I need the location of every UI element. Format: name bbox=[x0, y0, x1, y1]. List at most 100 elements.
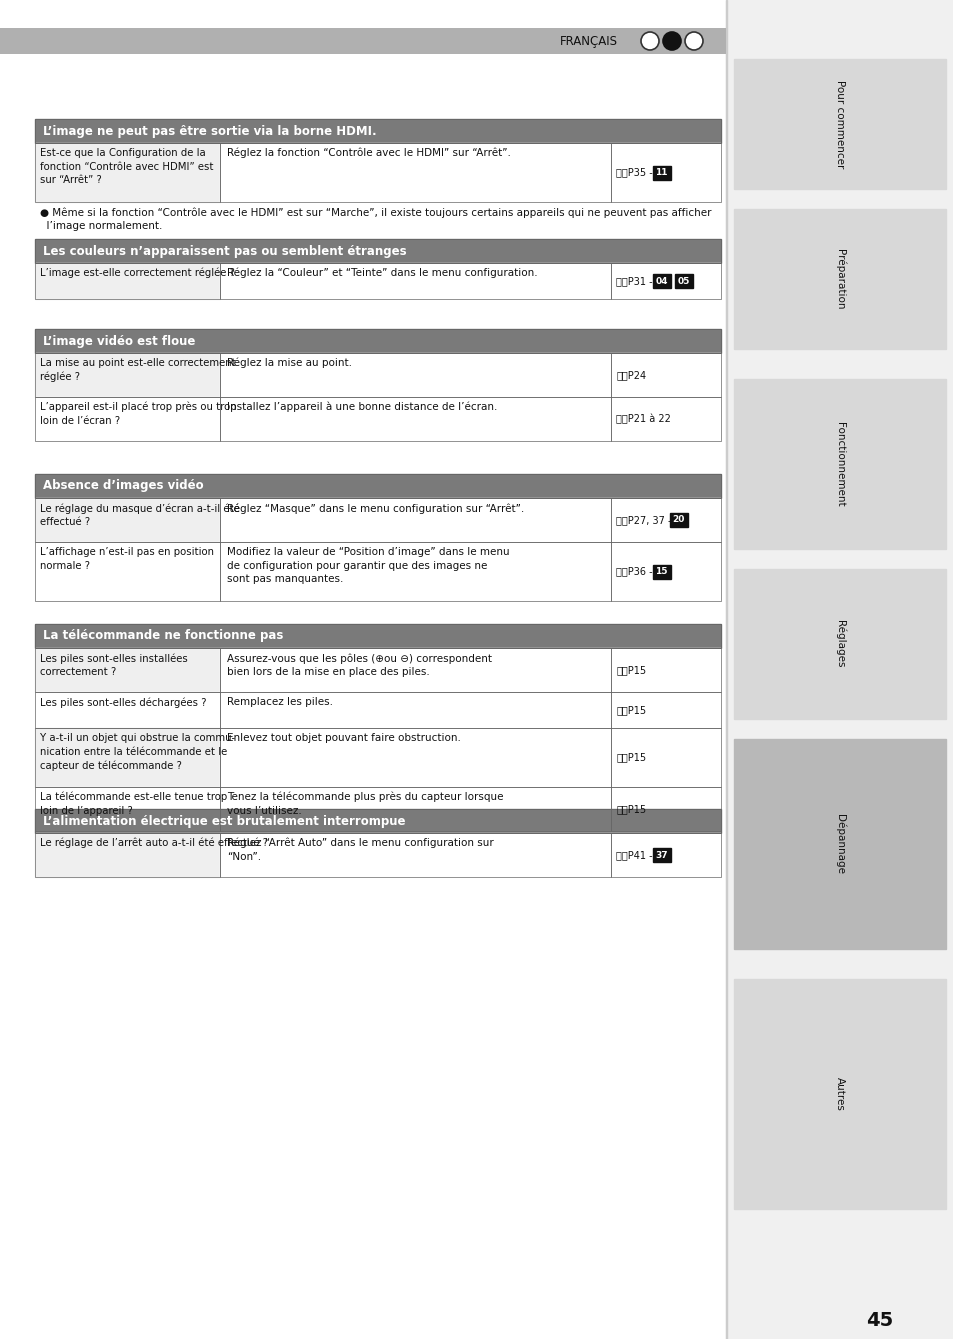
Bar bbox=[35, 542, 220, 601]
Text: Assurez-vous que les pôles (⊕ou ⊖) correspondent
bien lors de la mise en place d: Assurez-vous que les pôles (⊕ou ⊖) corre… bbox=[227, 653, 492, 678]
Text: 〈〈P15: 〈〈P15 bbox=[616, 706, 646, 715]
Bar bbox=[611, 728, 720, 787]
Text: Enlevez tout objet pouvant faire obstruction.: Enlevez tout objet pouvant faire obstruc… bbox=[227, 732, 460, 743]
Text: Est-ce que la Configuration de la
fonction “Contrôle avec HDMI” est
sur “Arrêt” : Est-ce que la Configuration de la foncti… bbox=[40, 149, 213, 185]
Bar bbox=[611, 143, 720, 202]
Bar bbox=[611, 787, 720, 832]
Circle shape bbox=[640, 32, 659, 50]
Bar bbox=[35, 833, 220, 877]
Text: 〈〈P31 -: 〈〈P31 - bbox=[616, 276, 656, 287]
Bar bbox=[35, 648, 220, 692]
Bar bbox=[35, 396, 220, 441]
Bar bbox=[220, 498, 611, 542]
Text: 〈〈P24: 〈〈P24 bbox=[616, 370, 646, 380]
Text: La mise au point est-elle correctement
réglée ?: La mise au point est-elle correctement r… bbox=[40, 358, 235, 383]
Text: L’image est-elle correctement réglée ?: L’image est-elle correctement réglée ? bbox=[40, 268, 234, 279]
Text: Les piles sont-elles déchargées ?: Les piles sont-elles déchargées ? bbox=[40, 698, 206, 707]
Text: 〈〈P21 à 22: 〈〈P21 à 22 bbox=[616, 414, 670, 424]
Text: Réglez la mise au point.: Réglez la mise au point. bbox=[227, 358, 352, 368]
Text: L’alimentation électrique est brutalement interrompue: L’alimentation électrique est brutalemen… bbox=[43, 814, 405, 828]
Bar bbox=[733, 739, 945, 949]
Bar bbox=[611, 692, 720, 728]
Bar bbox=[35, 624, 720, 648]
Bar bbox=[220, 648, 611, 692]
Bar bbox=[652, 166, 670, 179]
Bar bbox=[35, 648, 220, 692]
Text: Le réglage de l’arrêt auto a-t-il été effectué ?: Le réglage de l’arrêt auto a-t-il été ef… bbox=[40, 838, 268, 849]
Text: 〈〈P15: 〈〈P15 bbox=[616, 753, 646, 762]
Text: Les piles sont-elles installées
correctement ?: Les piles sont-elles installées correcte… bbox=[40, 653, 188, 678]
Text: 〈〈P15: 〈〈P15 bbox=[616, 665, 646, 675]
Bar bbox=[611, 396, 720, 441]
Bar bbox=[733, 569, 945, 719]
Bar bbox=[220, 262, 611, 299]
Bar bbox=[220, 728, 611, 787]
Bar bbox=[220, 143, 611, 202]
Text: Autres: Autres bbox=[834, 1077, 844, 1111]
Bar bbox=[35, 262, 220, 299]
Text: 15: 15 bbox=[655, 566, 667, 576]
Text: 〈〈P35 -: 〈〈P35 - bbox=[616, 167, 656, 178]
Bar bbox=[220, 143, 611, 202]
Text: L’affichage n’est-il pas en position
normale ?: L’affichage n’est-il pas en position nor… bbox=[40, 548, 213, 570]
Bar bbox=[652, 565, 670, 578]
Bar bbox=[611, 648, 720, 692]
Text: Fonctionnement: Fonctionnement bbox=[834, 422, 844, 506]
Text: Tenez la télécommande plus près du capteur lorsque
vous l’utilisez.: Tenez la télécommande plus près du capte… bbox=[227, 791, 503, 815]
Text: 〈〈P27, 37 -: 〈〈P27, 37 - bbox=[616, 516, 674, 525]
Bar bbox=[35, 809, 720, 833]
Bar bbox=[674, 274, 692, 288]
Bar bbox=[220, 353, 611, 396]
Bar bbox=[35, 353, 220, 396]
Bar bbox=[35, 143, 220, 202]
Bar bbox=[611, 262, 720, 299]
Bar bbox=[733, 209, 945, 349]
Bar bbox=[35, 119, 720, 143]
Text: Réglez “Arrêt Auto” dans le menu configuration sur
“Non”.: Réglez “Arrêt Auto” dans le menu configu… bbox=[227, 838, 494, 862]
Bar bbox=[35, 474, 720, 498]
Text: Absence d’images vidéo: Absence d’images vidéo bbox=[43, 479, 203, 493]
Bar bbox=[220, 728, 611, 787]
Bar bbox=[611, 833, 720, 877]
Bar bbox=[220, 787, 611, 832]
Text: L’image ne peut pas être sortie via la borne HDMI.: L’image ne peut pas être sortie via la b… bbox=[43, 125, 376, 138]
Bar bbox=[35, 498, 220, 542]
Bar bbox=[35, 353, 220, 396]
Text: ● Même si la fonction “Contrôle avec le HDMI” est sur “Marche”, il existe toujou: ● Même si la fonction “Contrôle avec le … bbox=[40, 208, 711, 232]
Circle shape bbox=[662, 32, 680, 50]
Bar bbox=[611, 648, 720, 692]
Bar bbox=[35, 474, 720, 498]
Bar bbox=[611, 262, 720, 299]
Text: Y a-t-il un objet qui obstrue la commu-
nication entre la télécommande et le
cap: Y a-t-il un objet qui obstrue la commu- … bbox=[40, 732, 234, 771]
Bar bbox=[35, 787, 220, 832]
Text: La télécommande ne fonctionne pas: La télécommande ne fonctionne pas bbox=[43, 629, 283, 643]
Bar bbox=[35, 692, 220, 728]
Bar bbox=[611, 353, 720, 396]
Bar bbox=[611, 498, 720, 542]
Text: Réglez la fonction “Contrôle avec le HDMI” sur “Arrêt”.: Réglez la fonction “Contrôle avec le HDM… bbox=[227, 149, 511, 158]
Bar bbox=[611, 787, 720, 832]
Text: La télécommande est-elle tenue trop
loin de l’appareil ?: La télécommande est-elle tenue trop loin… bbox=[40, 791, 227, 815]
Text: 〈〈P41 -: 〈〈P41 - bbox=[616, 850, 656, 860]
Bar bbox=[35, 238, 720, 262]
Bar bbox=[733, 379, 945, 549]
Text: 11: 11 bbox=[655, 167, 667, 177]
Bar bbox=[725, 0, 726, 1339]
Text: Réglages: Réglages bbox=[834, 620, 844, 668]
Bar bbox=[611, 498, 720, 542]
Text: 04: 04 bbox=[655, 276, 667, 285]
Bar bbox=[35, 119, 720, 143]
Bar bbox=[220, 396, 611, 441]
Bar bbox=[35, 809, 720, 833]
Bar bbox=[35, 262, 220, 299]
Text: Réglez “Masque” dans le menu configuration sur “Arrêt”.: Réglez “Masque” dans le menu configurati… bbox=[227, 503, 524, 513]
Text: 20: 20 bbox=[672, 516, 684, 525]
Bar bbox=[611, 396, 720, 441]
Text: 37: 37 bbox=[655, 850, 667, 860]
Bar bbox=[0, 28, 725, 54]
Text: Installez l’appareil à une bonne distance de l’écran.: Installez l’appareil à une bonne distanc… bbox=[227, 402, 497, 412]
Text: Préparation: Préparation bbox=[834, 249, 844, 309]
Bar bbox=[611, 833, 720, 877]
Bar bbox=[220, 396, 611, 441]
Text: 〈〈P36 -: 〈〈P36 - bbox=[616, 566, 656, 577]
